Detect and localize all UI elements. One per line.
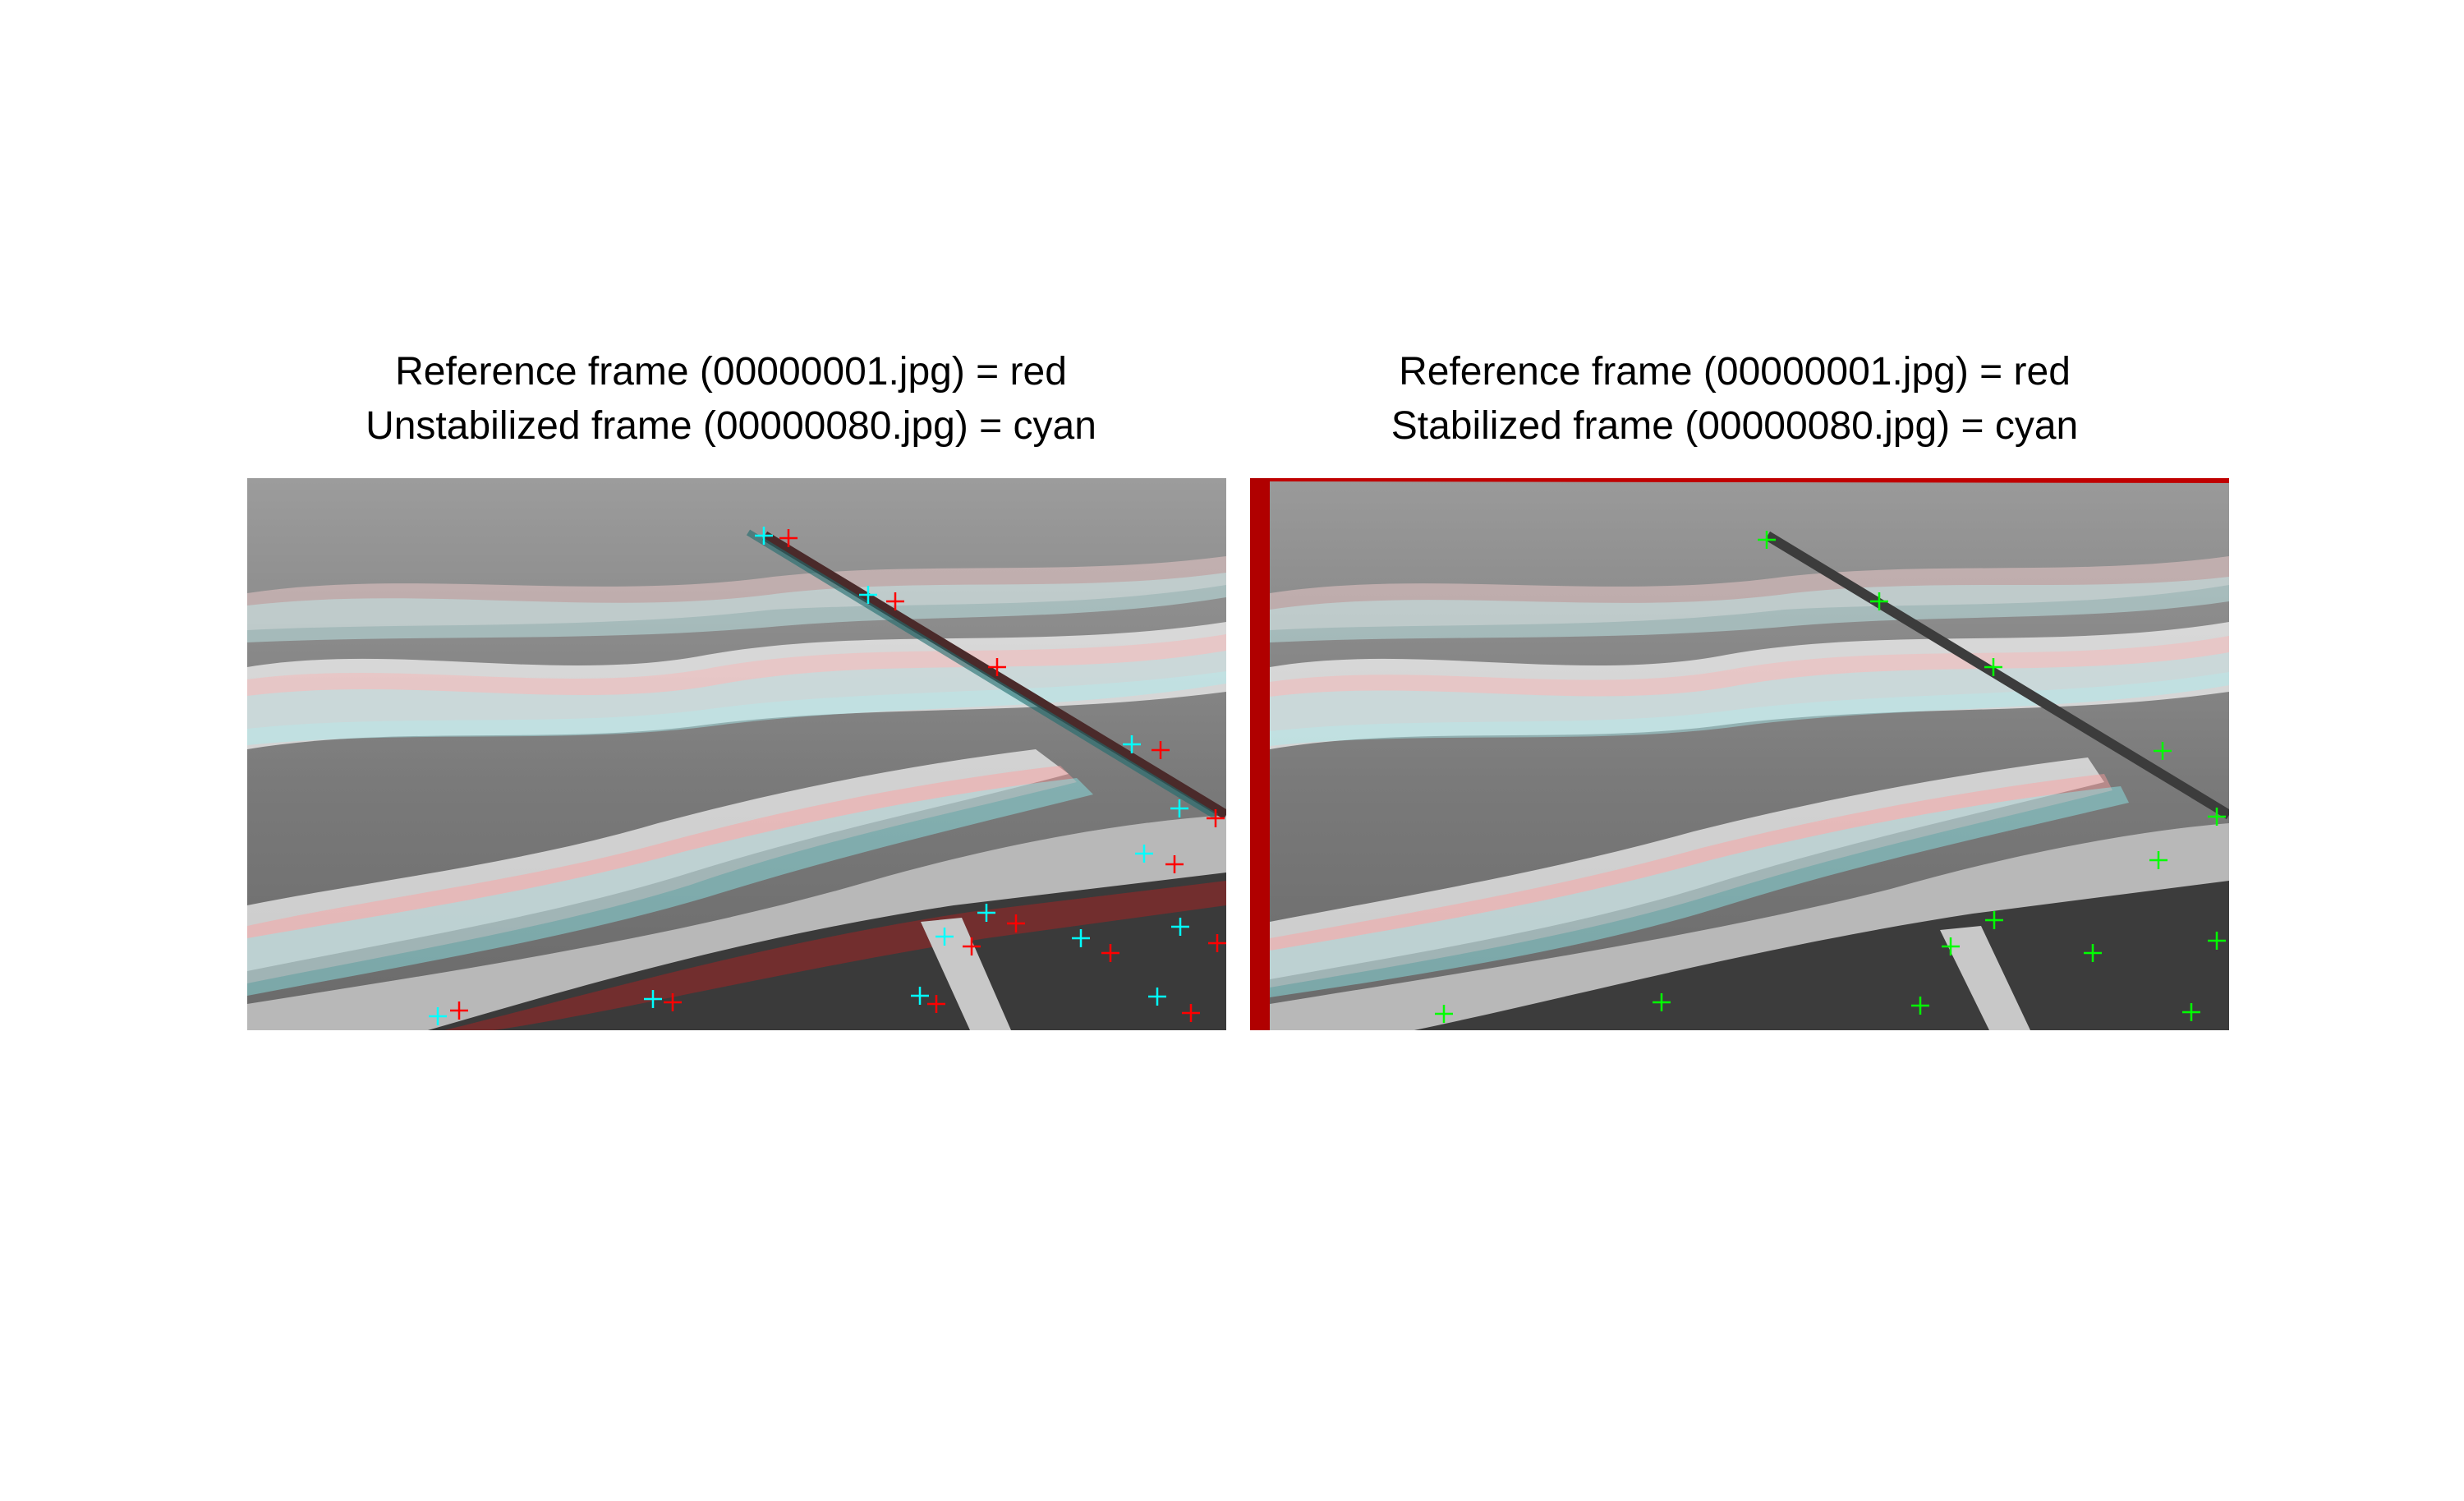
left-title-line-1: Reference frame (00000001.jpg) = red [222,345,1240,399]
stabilized-overlay-image [1250,478,2229,1030]
left-border-strip [1250,478,1270,1030]
right-title-line-1: Reference frame (00000001.jpg) = red [1225,345,2244,399]
left-title-line-2: Unstabilized frame (00000080.jpg) = cyan [222,399,1240,454]
left-panel-title: Reference frame (00000001.jpg) = red Uns… [222,345,1240,454]
stabilized-overlay-graphic [1250,478,2229,1030]
right-title-line-2: Stabilized frame (00000080.jpg) = cyan [1225,399,2244,454]
unstabilized-overlay-graphic [247,478,1226,1030]
right-panel-title: Reference frame (00000001.jpg) = red Sta… [1225,345,2244,454]
unstabilized-overlay-image [247,478,1226,1030]
